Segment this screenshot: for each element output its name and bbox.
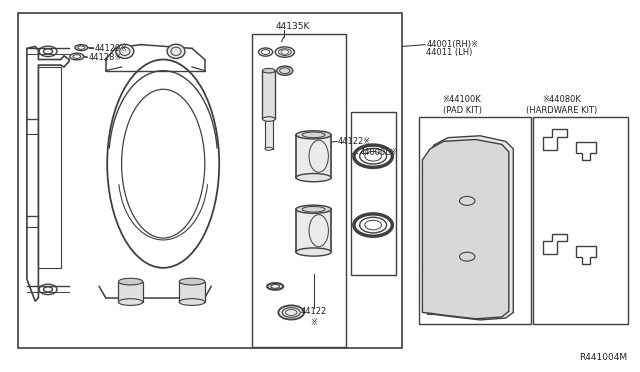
Ellipse shape [296,131,332,139]
Bar [262,71,275,119]
Text: ※44080K
(HARDWARE KIT): ※44080K (HARDWARE KIT) [526,95,598,115]
Bar [265,118,273,149]
Bar [419,117,531,324]
Ellipse shape [296,205,332,214]
Ellipse shape [73,55,81,58]
Text: 44128※: 44128※ [88,53,122,62]
Bar [179,282,205,302]
Ellipse shape [296,248,332,256]
Ellipse shape [275,47,294,57]
Ellipse shape [75,45,88,51]
Polygon shape [428,136,513,320]
Ellipse shape [262,68,275,73]
Ellipse shape [167,44,185,58]
Text: 44129※: 44129※ [95,44,128,53]
Bar [351,112,396,275]
Ellipse shape [179,299,205,305]
Bar [533,117,628,324]
Ellipse shape [118,299,143,305]
Text: ※44100K
(PAD KIT): ※44100K (PAD KIT) [443,95,481,115]
Bar [118,282,143,302]
Text: 44001(RH)※: 44001(RH)※ [426,40,478,49]
Ellipse shape [277,66,293,75]
Ellipse shape [179,278,205,285]
Ellipse shape [296,174,332,182]
Ellipse shape [262,117,275,121]
Text: R441004M: R441004M [579,353,627,362]
Ellipse shape [265,147,273,150]
Text: 44135K: 44135K [275,22,310,31]
Ellipse shape [122,89,205,238]
Bar [252,34,346,347]
Bar [296,135,332,178]
Text: 44000L※: 44000L※ [360,148,397,157]
Ellipse shape [70,53,84,60]
Ellipse shape [278,305,304,320]
Ellipse shape [116,44,134,58]
Text: 44122
※: 44122 ※ [300,307,327,327]
Polygon shape [422,140,509,319]
Text: 44011 (LH): 44011 (LH) [426,48,472,57]
Text: 44122※: 44122※ [338,137,371,146]
Bar [18,13,402,348]
Ellipse shape [118,278,143,285]
Ellipse shape [78,46,84,49]
Bar [296,209,332,252]
